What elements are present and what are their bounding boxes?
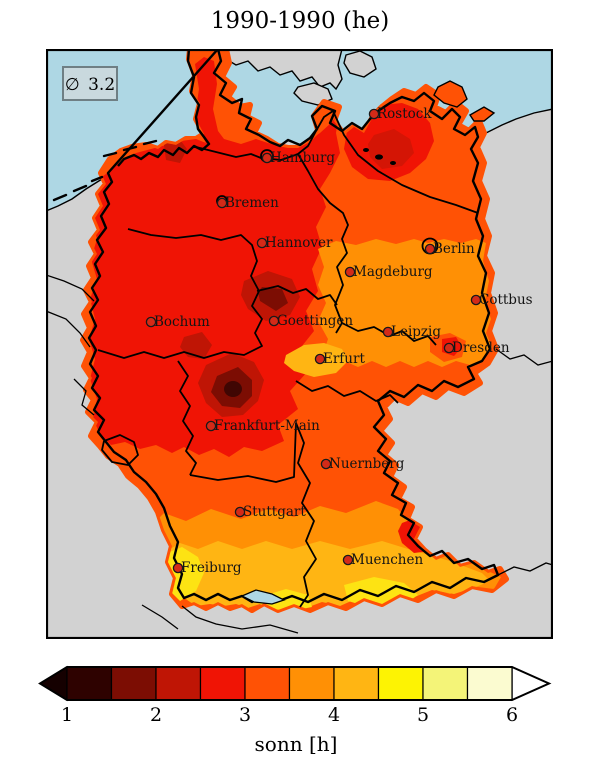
- colorbar-svg: [38, 665, 552, 702]
- city-label: Frankfurt-Main: [214, 418, 320, 434]
- colorbar-segment: [466, 666, 513, 701]
- colorbar-segment: [422, 666, 469, 701]
- city-dresden: Dresden: [443, 340, 510, 356]
- island-chain: [52, 139, 158, 202]
- colorbar: [0, 664, 600, 704]
- city-label: Bochum: [154, 314, 210, 330]
- city-erfurt: Erfurt: [314, 351, 365, 367]
- colorbar-segment: [244, 666, 291, 701]
- city-label: Leipzig: [391, 324, 441, 340]
- colorbar-over-arrow: [511, 665, 551, 702]
- city-cottbus: Cottbus: [470, 292, 533, 308]
- lakes: [240, 148, 396, 605]
- colorbar-tick-label: 3: [238, 704, 252, 726]
- city-marker: [172, 562, 184, 574]
- city-marker: [268, 315, 280, 327]
- city-marker: [342, 554, 354, 566]
- colorbar-segment: [288, 666, 335, 701]
- city-marker: [205, 420, 217, 432]
- map-frame: [45, 48, 554, 640]
- city-label: Muenchen: [351, 552, 423, 568]
- colorbar-tick-label: 5: [416, 704, 430, 726]
- colorbar-ticks: 1 2 3 4 5 6: [0, 704, 600, 730]
- city-marker: [470, 294, 482, 306]
- city-frankfurt-main: Frankfurt-Main: [205, 418, 320, 434]
- city-marker: [344, 266, 356, 278]
- cities-layer: Rostock Hamburg Bremen Hannover BerlinMagdeb…: [145, 106, 533, 576]
- colorbar-tick-label: 6: [505, 704, 519, 726]
- city-marker: [368, 108, 380, 120]
- city-label: Dresden: [452, 340, 510, 356]
- state-borders: [97, 110, 479, 608]
- city-hamburg: Hamburg: [261, 150, 335, 166]
- city-freiburg: Freiburg: [172, 560, 242, 576]
- city-bremen: Bremen: [216, 195, 279, 211]
- city-leipzig: Leipzig: [382, 324, 441, 340]
- city-label: Goettingen: [277, 313, 353, 329]
- city-label: Cottbus: [479, 292, 533, 308]
- city-magdeburg: Magdeburg: [344, 264, 433, 280]
- city-marker: [382, 326, 394, 338]
- city-label: Hamburg: [270, 150, 335, 166]
- city-label: Berlin: [433, 241, 475, 257]
- city-goettingen: Goettingen: [268, 313, 353, 329]
- colorbar-under-arrow: [38, 665, 68, 702]
- colorbar-segment: [333, 666, 380, 701]
- germany-border: [87, 47, 500, 604]
- map-area: ∅ 3.2 Rostock Hamburg Bremen Hannover Berlin…: [45, 46, 554, 640]
- city-label: Stuttgart: [243, 504, 306, 520]
- city-label: Nuernberg: [329, 456, 405, 472]
- colorbar-segment: [110, 666, 157, 701]
- colorbar-label: sonn [h]: [254, 732, 338, 756]
- city-label: Freiburg: [181, 560, 242, 576]
- city-label: Bremen: [225, 195, 279, 211]
- city-label: Erfurt: [323, 351, 365, 367]
- germany-map-svg: ∅ 3.2 Rostock Hamburg Bremen Hannover Berlin…: [45, 46, 554, 640]
- city-berlin: Berlin: [424, 241, 475, 257]
- colorbar-segment: [66, 666, 113, 701]
- city-marker: [424, 243, 436, 255]
- city-marker: [320, 458, 332, 470]
- city-nuernberg: Nuernberg: [320, 456, 405, 472]
- city-marker: [443, 342, 455, 354]
- city-marker: [234, 506, 246, 518]
- colorbar-segment: [377, 666, 424, 701]
- city-rostock: Rostock: [368, 106, 432, 122]
- mean-badge-text: ∅ 3.2: [65, 75, 115, 95]
- foreign-borders: [45, 274, 554, 634]
- city-label: Hannover: [265, 235, 333, 251]
- city-label: Rostock: [377, 106, 432, 122]
- city-label: Magdeburg: [353, 264, 433, 280]
- baltic-islands: [433, 80, 496, 122]
- city-stuttgart: Stuttgart: [234, 504, 306, 520]
- colorbar-outline: [38, 666, 552, 701]
- city-hannover: Hannover: [256, 235, 333, 251]
- mean-badge: ∅ 3.2: [62, 66, 118, 101]
- city-marker: [256, 237, 268, 249]
- colorbar-tick-label: 4: [327, 704, 341, 726]
- colorbar-segment: [155, 666, 202, 701]
- city-bochum: Bochum: [145, 314, 210, 330]
- colorbar-tick-label: 1: [60, 704, 74, 726]
- city-muenchen: Muenchen: [342, 552, 423, 568]
- colorbar-segment: [199, 666, 246, 701]
- figure-title: 1990-1990 (he): [210, 8, 390, 34]
- colorbar-tick-label: 2: [149, 704, 163, 726]
- city-marker: [216, 197, 228, 209]
- city-marker: [261, 152, 273, 164]
- city-marker: [145, 316, 157, 328]
- city-marker: [314, 353, 326, 365]
